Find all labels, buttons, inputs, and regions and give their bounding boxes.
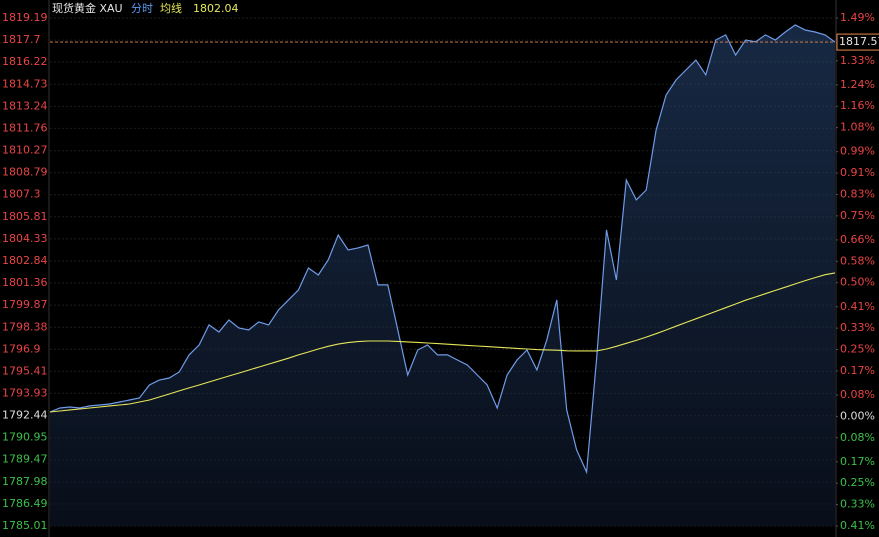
- y2-tick-label: 0.08%: [840, 388, 875, 401]
- avg-value: 1802.04: [193, 2, 239, 15]
- y2-tick-label: 0.08%: [840, 431, 875, 444]
- y-tick-label: 1795.41: [2, 364, 48, 377]
- avg-label: 均线: [160, 1, 182, 15]
- y-tick-label: 1790.95: [2, 431, 48, 444]
- y-tick-label: 1807.3: [2, 188, 41, 201]
- y-tick-label: 1801.36: [2, 276, 48, 289]
- y2-tick-label: 0.50%: [840, 276, 875, 289]
- y-tick-label: 1816.22: [2, 55, 48, 68]
- y-tick-label: 1798.38: [2, 320, 48, 333]
- y-tick-label: 1787.98: [2, 475, 48, 488]
- y2-tick-label: 0.33%: [840, 321, 875, 334]
- y2-tick-label: 0.25%: [840, 476, 875, 489]
- y2-tick-label: 0.91%: [840, 166, 875, 179]
- y2-tick-label: 1.33%: [840, 54, 875, 67]
- y2-tick-label: 1.49%: [840, 11, 875, 24]
- y-tick-label: 1792.44: [2, 409, 48, 422]
- y-tick-label: 1805.81: [2, 210, 48, 223]
- y2-tick-label: 0.75%: [840, 209, 875, 222]
- y2-tick-label: 1.08%: [840, 121, 875, 134]
- y2-tick-label: 0.25%: [840, 343, 875, 356]
- y2-tick-label: 0.58%: [840, 254, 875, 267]
- y2-tick-label: 0.41%: [840, 519, 875, 532]
- y-tick-label: 1799.87: [2, 298, 48, 311]
- y-tick-label: 1786.49: [2, 497, 48, 510]
- y2-tick-label: 0.33%: [840, 498, 875, 511]
- price-area: [50, 25, 835, 526]
- last-price-label: 1817.57: [839, 35, 879, 48]
- y-tick-label: 1785.01: [2, 519, 48, 532]
- y2-tick-label: 0.00%: [840, 409, 875, 422]
- y-tick-label: 1817.7: [2, 33, 41, 46]
- y-tick-label: 1808.79: [2, 166, 48, 179]
- y2-tick-label: 0.41%: [840, 300, 875, 313]
- y2-tick-label: 1.24%: [840, 78, 875, 91]
- y-tick-label: 1813.24: [2, 99, 48, 112]
- last-price-tag: [836, 33, 879, 51]
- y-tick-label: 1802.84: [2, 254, 48, 267]
- y2-tick-label: 0.83%: [840, 187, 875, 200]
- y-tick-label: 1789.47: [2, 453, 48, 466]
- y-tick-label: 1796.9: [2, 342, 41, 355]
- price-line: [49, 24, 836, 475]
- title: 现货黄金 XAU: [52, 1, 123, 15]
- y2-tick-label: 0.17%: [840, 455, 875, 468]
- y-tick-label: 1804.33: [2, 232, 48, 245]
- y2-tick-label: 0.66%: [840, 233, 875, 246]
- y-tick-label: 1814.73: [2, 77, 48, 90]
- y2-tick-label: 0.17%: [840, 364, 875, 377]
- y2-tick-label: 1.16%: [840, 99, 875, 112]
- y-tick-label: 1819.19: [2, 11, 48, 24]
- y-tick-label: 1793.93: [2, 386, 48, 399]
- y-tick-label: 1810.27: [2, 144, 48, 157]
- y-tick-label: 1811.76: [2, 121, 48, 134]
- mode-label: 分时: [131, 2, 153, 15]
- average-line: [49, 272, 836, 413]
- y2-tick-label: 0.99%: [840, 145, 875, 158]
